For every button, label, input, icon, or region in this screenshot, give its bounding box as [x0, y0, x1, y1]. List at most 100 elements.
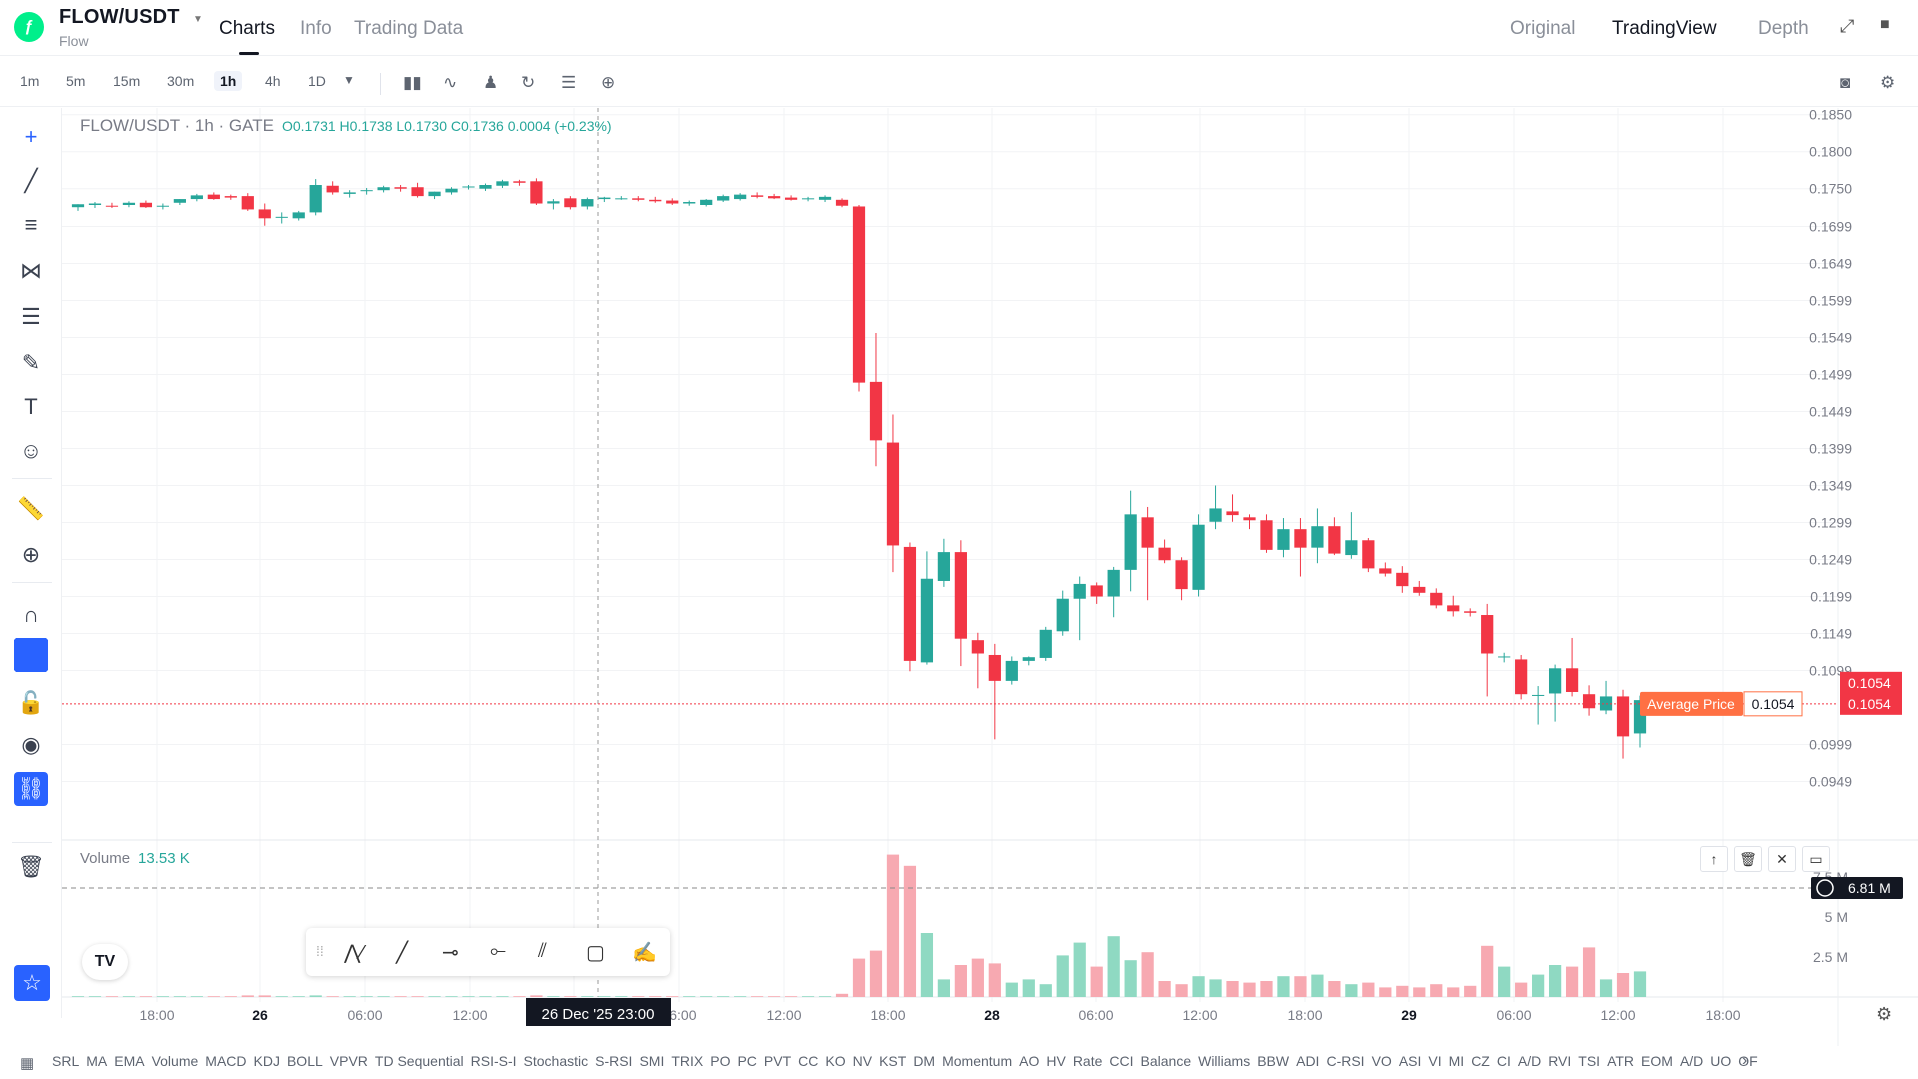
indicator-item[interactable]: NV [852, 1053, 873, 1069]
lock-icon[interactable]: 🔓 [17, 690, 45, 715]
indicator-item[interactable]: PO [710, 1053, 731, 1069]
ruler-icon[interactable]: 📏 [17, 496, 45, 521]
text-icon[interactable]: T [24, 394, 38, 419]
indicator-item[interactable]: A/D [1679, 1053, 1704, 1069]
indicators-icon[interactable]: ∿ [443, 73, 458, 92]
indicator-item[interactable]: HV [1046, 1053, 1066, 1069]
move-up-icon[interactable]: ↑ [1700, 846, 1728, 872]
indicator-item[interactable]: MACD [205, 1053, 247, 1069]
trendline-icon[interactable]: ╱ [24, 168, 38, 193]
indicator-item[interactable]: CZ [1471, 1053, 1490, 1069]
parallel-channel-icon[interactable]: ⫽ [538, 940, 547, 962]
interval-1d[interactable]: 1D [308, 73, 326, 89]
calendar-icon[interactable]: ▦ [20, 1055, 35, 1072]
chevron-right-icon[interactable]: › [1742, 1052, 1748, 1069]
indicator-item[interactable]: Momentum [942, 1053, 1013, 1069]
zoom-icon[interactable]: ⊕ [21, 542, 41, 567]
indicator-item[interactable]: MA [86, 1053, 108, 1069]
indicator-item[interactable]: PVT [763, 1053, 792, 1069]
indicator-item[interactable]: CCI [1109, 1053, 1134, 1069]
indicator-item[interactable]: TSI [1578, 1053, 1601, 1069]
interval-4h[interactable]: 4h [265, 73, 281, 89]
indicator-item[interactable]: S-RSI [595, 1053, 633, 1069]
line-icon[interactable]: ╱ [396, 942, 409, 964]
alert-icon[interactable]: ♟ [483, 73, 499, 92]
indicator-item[interactable]: AO [1019, 1053, 1040, 1069]
indicator-item[interactable]: DM [913, 1053, 936, 1069]
fib-icon[interactable]: ☰ [21, 304, 41, 329]
rectangle-icon[interactable]: ▢ [586, 942, 605, 964]
indicator-item[interactable]: RSI-S-I [470, 1053, 517, 1069]
indicator-item[interactable]: VI [1428, 1053, 1442, 1069]
eye-icon[interactable]: ◉ [21, 732, 41, 757]
indicator-item[interactable]: Volume [151, 1053, 199, 1069]
trash-icon[interactable]: 🗑 [17, 854, 45, 879]
interval-5m[interactable]: 5m [66, 73, 86, 89]
indicator-item[interactable]: SRL [52, 1053, 80, 1069]
indicator-item[interactable]: EMA [114, 1053, 145, 1069]
indicator-item[interactable]: SMI [639, 1053, 665, 1069]
delete-pane-icon[interactable]: 🗑 [1734, 846, 1762, 872]
indicator-item[interactable]: CC [798, 1053, 819, 1069]
indicator-item[interactable]: KO [825, 1053, 846, 1069]
drag-handle-icon[interactable]: ⁞⁞ [316, 943, 324, 959]
pair-title[interactable]: FLOW/USDT [59, 6, 180, 28]
indicator-item[interactable]: EOM [1641, 1053, 1673, 1069]
add-icon[interactable]: ⊕ [601, 73, 616, 92]
camera-icon[interactable]: ◙ [1840, 73, 1851, 92]
indicator-item[interactable]: Rate [1072, 1053, 1103, 1069]
indicator-item[interactable]: TD Sequential [374, 1053, 464, 1069]
tab-charts[interactable]: Charts [219, 18, 275, 55]
indicator-item[interactable]: ASI [1398, 1053, 1422, 1069]
indicator-item[interactable]: OF [1738, 1053, 1758, 1069]
pair-dropdown-icon[interactable]: ▼ [193, 14, 203, 25]
indicator-item[interactable]: VPVR [329, 1053, 368, 1069]
indicator-item[interactable]: Balance [1140, 1053, 1192, 1069]
indicator-item[interactable]: BBW [1257, 1053, 1290, 1069]
magnet-icon[interactable]: ∩ [23, 602, 39, 627]
indicator-item[interactable]: MI [1448, 1053, 1465, 1069]
interval-1m[interactable]: 1m [20, 73, 40, 89]
indicator-item[interactable]: ATR [1607, 1053, 1635, 1069]
indicator-item[interactable]: A/D [1517, 1053, 1542, 1069]
interval-30m[interactable]: 30m [167, 73, 195, 89]
indicator-item[interactable]: BOLL [286, 1053, 323, 1069]
indicator-item[interactable]: KDJ [253, 1053, 280, 1069]
tab-info[interactable]: Info [300, 18, 332, 39]
indicator-item[interactable]: C-RSI [1326, 1053, 1365, 1069]
interval-1h[interactable]: 1h [214, 71, 243, 91]
indicator-item[interactable]: TRIX [671, 1053, 704, 1069]
favorite-star-icon[interactable]: ☆ [14, 965, 50, 1001]
brush-icon[interactable]: ✎ [21, 350, 41, 375]
indicator-item[interactable]: UO [1710, 1053, 1732, 1069]
price-chart[interactable]: 0.1850 0.1800 0.1750 0.1699 0.1649 0.1599 0.15… [62, 108, 1918, 1046]
pattern-icon[interactable]: ⋈ [20, 258, 42, 283]
fullscreen-icon[interactable]: ■ [1880, 16, 1890, 33]
tab-original[interactable]: Original [1510, 18, 1576, 39]
expand-icon[interactable]: ⤢ [1840, 16, 1855, 36]
replay-icon[interactable]: ↻ [521, 73, 536, 92]
horizontal-ray-icon[interactable]: ⊸ [442, 942, 459, 964]
settings-list-icon[interactable]: ☰ [561, 73, 577, 92]
interval-15m[interactable]: 15m [113, 73, 141, 89]
indicator-item[interactable]: ADI [1296, 1053, 1320, 1069]
tradingview-logo[interactable]: TV [82, 944, 128, 980]
candles-icon[interactable]: ▮▮ [403, 73, 422, 92]
interval-dropdown-icon[interactable]: ▼ [343, 73, 355, 87]
horizontal-lines-icon[interactable]: ≡ [24, 212, 38, 237]
pen-icon[interactable]: ✍ [632, 942, 657, 964]
link-chain-icon[interactable]: ⛓ [14, 772, 48, 806]
indicator-item[interactable]: RVI [1548, 1053, 1572, 1069]
gear-icon[interactable]: ⚙ [1880, 73, 1896, 92]
emoji-icon[interactable]: ☺ [19, 438, 43, 463]
tab-tradingview[interactable]: TradingView [1612, 18, 1717, 39]
indicator-item[interactable]: Williams [1198, 1053, 1251, 1069]
indicator-item[interactable]: Stochastic [523, 1053, 589, 1069]
crosshair-icon[interactable]: + [24, 124, 38, 149]
collapse-icon[interactable]: ✕ [1768, 846, 1796, 872]
maximize-pane-icon[interactable]: ▭ [1802, 846, 1830, 872]
axis-settings-icon[interactable]: ⚙ [1876, 1004, 1893, 1024]
horizontal-line-icon[interactable]: ⟜ [490, 940, 506, 962]
indicator-item[interactable]: PC [737, 1053, 757, 1069]
polyline-icon[interactable]: ⋀⁄ [344, 942, 364, 964]
